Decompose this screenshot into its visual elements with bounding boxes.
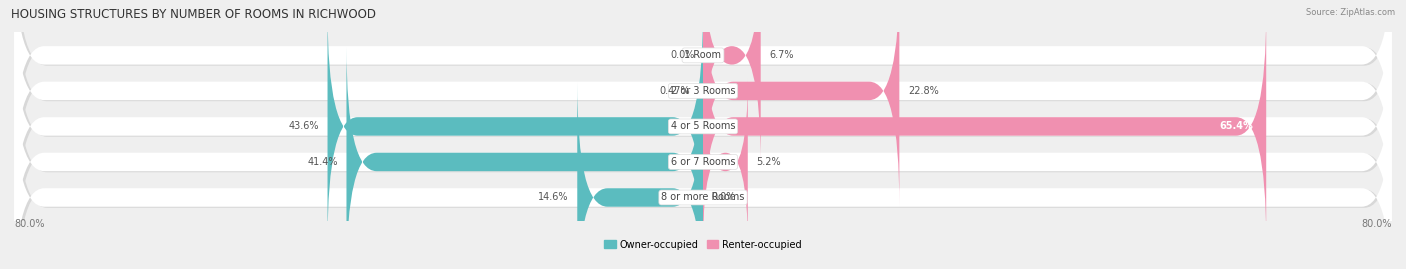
Text: 5.2%: 5.2% [756, 157, 780, 167]
Text: 14.6%: 14.6% [538, 193, 568, 203]
Text: 2 or 3 Rooms: 2 or 3 Rooms [671, 86, 735, 96]
Text: 4 or 5 Rooms: 4 or 5 Rooms [671, 121, 735, 132]
FancyBboxPatch shape [703, 0, 761, 165]
Text: 0.47%: 0.47% [659, 86, 690, 96]
FancyBboxPatch shape [17, 12, 1395, 243]
Text: 41.4%: 41.4% [308, 157, 337, 167]
FancyBboxPatch shape [703, 11, 1267, 242]
Text: HOUSING STRUCTURES BY NUMBER OF ROOMS IN RICHWOOD: HOUSING STRUCTURES BY NUMBER OF ROOMS IN… [11, 8, 377, 21]
Text: 65.4%: 65.4% [1219, 121, 1253, 132]
FancyBboxPatch shape [699, 82, 703, 100]
FancyBboxPatch shape [17, 0, 1395, 207]
FancyBboxPatch shape [703, 79, 748, 245]
FancyBboxPatch shape [14, 11, 1392, 242]
FancyBboxPatch shape [17, 0, 1395, 172]
FancyBboxPatch shape [17, 48, 1395, 269]
FancyBboxPatch shape [14, 0, 1392, 171]
Text: 6.7%: 6.7% [769, 50, 794, 60]
Text: 22.8%: 22.8% [908, 86, 939, 96]
Text: 1 Room: 1 Room [685, 50, 721, 60]
Legend: Owner-occupied, Renter-occupied: Owner-occupied, Renter-occupied [605, 240, 801, 250]
Text: 8 or more Rooms: 8 or more Rooms [661, 193, 745, 203]
Text: 6 or 7 Rooms: 6 or 7 Rooms [671, 157, 735, 167]
Text: 0.0%: 0.0% [711, 193, 735, 203]
FancyBboxPatch shape [17, 83, 1395, 269]
FancyBboxPatch shape [346, 47, 703, 269]
FancyBboxPatch shape [328, 11, 703, 242]
Text: Source: ZipAtlas.com: Source: ZipAtlas.com [1306, 8, 1395, 17]
Text: 80.0%: 80.0% [1361, 219, 1392, 229]
FancyBboxPatch shape [14, 0, 1392, 206]
FancyBboxPatch shape [703, 0, 900, 206]
Text: 0.0%: 0.0% [671, 50, 695, 60]
Text: 43.6%: 43.6% [288, 121, 319, 132]
FancyBboxPatch shape [578, 82, 703, 269]
FancyBboxPatch shape [14, 82, 1392, 269]
FancyBboxPatch shape [14, 47, 1392, 269]
Text: 80.0%: 80.0% [14, 219, 45, 229]
